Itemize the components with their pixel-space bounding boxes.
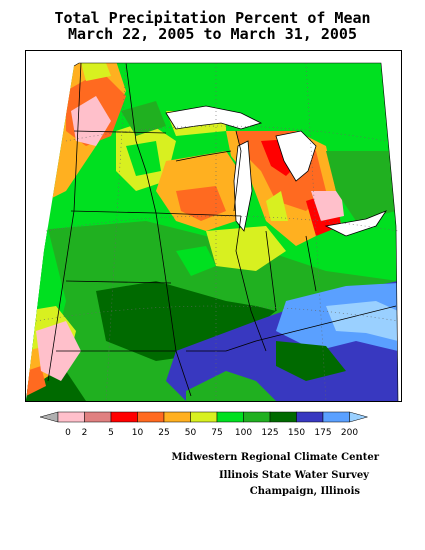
credit-line-2: Illinois State Water Survey [218, 470, 369, 481]
legend-label: 50 [185, 428, 197, 438]
legend-swatch [243, 411, 271, 423]
legend-swatch [110, 411, 138, 423]
legend-label: 25 [158, 428, 169, 438]
lake-michigan-shape [233, 140, 253, 232]
legend-label: 200 [341, 428, 358, 438]
graticule-line [305, 62, 327, 401]
legend-bar: 0 2 5 10 25 50 75 100 125 150 175 200 [39, 411, 369, 438]
legend-label: 175 [314, 428, 331, 438]
lake-superior-shape [165, 105, 263, 130]
border-oh-pa [305, 235, 317, 292]
legend-label: 75 [211, 428, 222, 438]
lake-erie-shape [324, 210, 388, 237]
border-ne-ks [65, 280, 172, 284]
great-lakes [165, 105, 388, 237]
border-ia-mn [155, 212, 242, 217]
legend-label: 0 [65, 428, 71, 438]
legend-swatch [190, 411, 218, 423]
legend-swatch [163, 411, 191, 423]
color-legend: 0 2 5 10 25 50 75 100 125 150 175 200 [39, 410, 385, 440]
legend-label: 100 [235, 428, 252, 438]
legend-swatch [137, 411, 165, 423]
legend-swatch [322, 411, 350, 423]
legend-label: 10 [132, 428, 144, 438]
map-title-line-2: March 22, 2005 to March 31, 2005 [68, 25, 357, 43]
legend-label: 125 [261, 428, 278, 438]
legend-swatch [216, 411, 244, 423]
legend-arrow-low [39, 411, 59, 423]
border-in-oh [265, 230, 277, 312]
precipitation-map-svg [26, 62, 399, 401]
border-sd-ne [70, 210, 157, 214]
precipitation-map [25, 50, 402, 402]
lake-huron-shape [275, 130, 317, 182]
state-borders [47, 62, 397, 397]
legend-swatch [269, 411, 297, 423]
border-nd-sd [73, 130, 167, 134]
graticule-line [35, 305, 399, 322]
legend-swatch [296, 411, 324, 423]
legend-label: 2 [82, 428, 88, 438]
domain-edge [73, 62, 399, 401]
legend-label: 150 [288, 428, 305, 438]
border-ky-tn [186, 305, 397, 352]
graticule-line [105, 62, 127, 401]
credit-line-1: Midwestern Regional Climate Center [171, 452, 379, 463]
legend-arrow-high [349, 411, 369, 423]
legend-swatch [57, 411, 85, 423]
border-mi-wi [233, 130, 242, 212]
graticule [35, 62, 399, 401]
border-il-in [235, 215, 267, 352]
map-title-line-1: Total Precipitation Percent of Mean [54, 9, 371, 27]
border-wi-mi [175, 150, 232, 162]
credit-line-3: Champaign, Illinois [249, 486, 360, 497]
legend-swatch [84, 411, 112, 423]
legend-label: 5 [108, 428, 114, 438]
